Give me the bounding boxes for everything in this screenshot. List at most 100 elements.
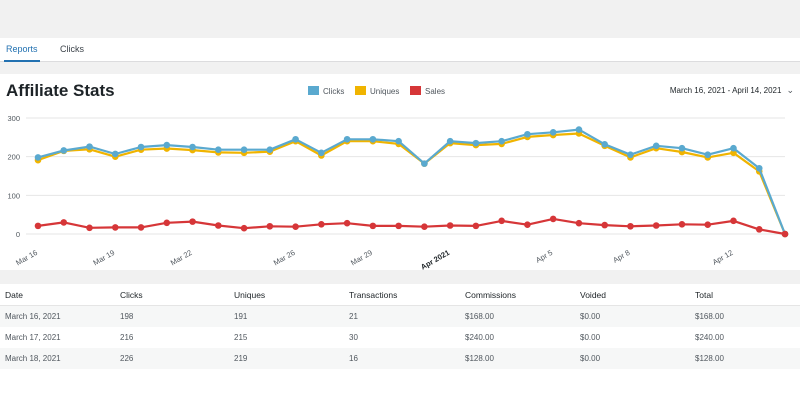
data-point-sales	[240, 224, 248, 232]
data-point-clicks	[111, 150, 119, 158]
legend-label-clicks: Clicks	[323, 87, 345, 96]
x-tick-label: Mar 19	[92, 248, 117, 267]
data-point-sales	[60, 219, 68, 226]
data-point-sales	[421, 223, 428, 230]
data-point-sales	[755, 226, 763, 233]
data-point-sales	[369, 222, 377, 230]
cell-clicks: 226	[120, 354, 134, 363]
data-point-sales	[549, 215, 557, 223]
data-point-sales	[524, 221, 531, 229]
cell-transactions: 16	[349, 354, 358, 363]
data-point-sales	[652, 222, 660, 229]
data-point-clicks	[215, 146, 222, 154]
data-point-clicks	[86, 143, 93, 150]
column-header-commissions[interactable]: Commissions	[465, 290, 517, 300]
x-tick-label: Apr 5	[534, 248, 554, 265]
data-point-sales	[781, 230, 789, 238]
data-point-sales	[137, 224, 145, 231]
column-header-voided[interactable]: Voided	[580, 290, 606, 300]
data-point-clicks	[292, 135, 299, 143]
y-tick-label: 0	[16, 230, 20, 239]
data-point-clicks	[549, 129, 557, 136]
cell-date: March 16, 2021	[5, 312, 61, 321]
data-point-clicks	[60, 147, 68, 154]
data-point-sales	[472, 222, 480, 230]
column-header-date[interactable]: Date	[5, 290, 23, 300]
legend-item-clicks[interactable]: Clicks	[308, 86, 344, 96]
data-point-sales	[266, 222, 274, 230]
data-point-clicks	[446, 137, 454, 145]
cell-commissions: $240.00	[465, 333, 494, 342]
data-point-clicks	[524, 130, 531, 138]
legend-item-uniques[interactable]: Uniques	[355, 86, 399, 96]
data-point-clicks	[601, 140, 608, 148]
data-point-clicks	[498, 137, 505, 145]
date-range-picker[interactable]: March 16, 2021 - April 14, 2021 ⌄	[670, 85, 794, 96]
data-point-sales	[575, 219, 583, 227]
cell-uniques: 215	[234, 333, 248, 342]
data-point-sales	[163, 219, 171, 227]
x-tick-label: Mar 22	[169, 248, 194, 267]
data-point-clicks	[652, 142, 660, 150]
y-tick-label: 200	[7, 153, 20, 162]
affiliate-stats-chart: 0 100 200 300 Mar 16 Mar 19 Mar 22 Mar 26 Mar 29…	[7, 114, 789, 270]
x-tick-label: Apr 2021	[419, 248, 451, 270]
table-row: March 17, 2021 216 215 30 $240.00 $0.00 $240.0…	[0, 327, 800, 348]
data-point-sales	[215, 222, 222, 229]
data-point-sales	[678, 221, 686, 228]
series-line-sales	[37, 217, 786, 236]
cell-clicks: 216	[120, 333, 134, 342]
cell-voided: $0.00	[580, 333, 601, 342]
column-header-transactions[interactable]: Transactions	[349, 290, 398, 300]
tab-clicks[interactable]: Clicks	[60, 44, 84, 54]
tab-reports[interactable]: Reports	[4, 44, 40, 62]
data-point-sales	[189, 218, 196, 225]
data-point-sales	[627, 222, 634, 230]
cell-total: $168.00	[695, 312, 724, 321]
data-point-sales	[318, 221, 325, 228]
data-point-sales	[111, 224, 119, 231]
cell-uniques: 219	[234, 354, 248, 363]
stats-table: Date Clicks Uniques Transactions Commiss…	[0, 284, 800, 400]
data-point-sales	[395, 222, 402, 230]
cell-commissions: $168.00	[465, 312, 494, 321]
data-point-clicks	[678, 144, 686, 152]
cell-total: $240.00	[695, 333, 724, 342]
data-point-sales	[730, 217, 737, 225]
data-point-clicks	[369, 135, 377, 143]
data-point-clicks	[189, 143, 196, 151]
cell-voided: $0.00	[580, 312, 601, 321]
column-header-total[interactable]: Total	[695, 290, 713, 300]
x-tick-label: Apr 12	[711, 248, 735, 267]
legend-swatch-clicks	[308, 86, 319, 95]
data-point-sales	[446, 222, 454, 229]
page-title: Affiliate Stats	[6, 81, 115, 100]
cell-commissions: $128.00	[465, 354, 494, 363]
data-point-clicks	[240, 146, 248, 154]
data-point-clicks	[704, 151, 712, 159]
legend-item-sales[interactable]: Sales	[410, 86, 445, 96]
legend-swatch-sales	[410, 86, 421, 95]
legend-label-uniques: Uniques	[370, 87, 400, 96]
data-point-clicks	[575, 126, 583, 133]
table-row: March 18, 2021 226 219 16 $128.00 $0.00 $128.0…	[0, 348, 800, 369]
top-band	[0, 0, 800, 38]
cell-date: March 17, 2021	[5, 333, 61, 342]
series-line-uniques	[37, 132, 787, 235]
column-header-uniques[interactable]: Uniques	[234, 290, 266, 300]
x-tick-label: Mar 29	[349, 248, 374, 267]
stats-card: Affiliate Stats Clicks Uniques Sales Mar…	[0, 74, 800, 270]
data-point-clicks	[627, 151, 634, 159]
legend-label-sales: Sales	[425, 87, 446, 96]
data-point-sales	[343, 219, 351, 227]
table-row: March 16, 2021 198 191 21 $168.00 $0.00 $168.0…	[0, 306, 800, 327]
data-point-clicks	[266, 146, 274, 154]
cell-clicks: 198	[120, 312, 134, 321]
x-tick-label: Apr 8	[611, 248, 631, 265]
data-point-clicks	[318, 149, 325, 157]
data-point-clicks	[163, 141, 171, 149]
data-point-clicks	[472, 139, 480, 147]
chevron-down-icon: ⌄	[786, 85, 794, 95]
column-header-clicks[interactable]: Clicks	[120, 290, 143, 300]
data-point-sales	[292, 223, 299, 230]
